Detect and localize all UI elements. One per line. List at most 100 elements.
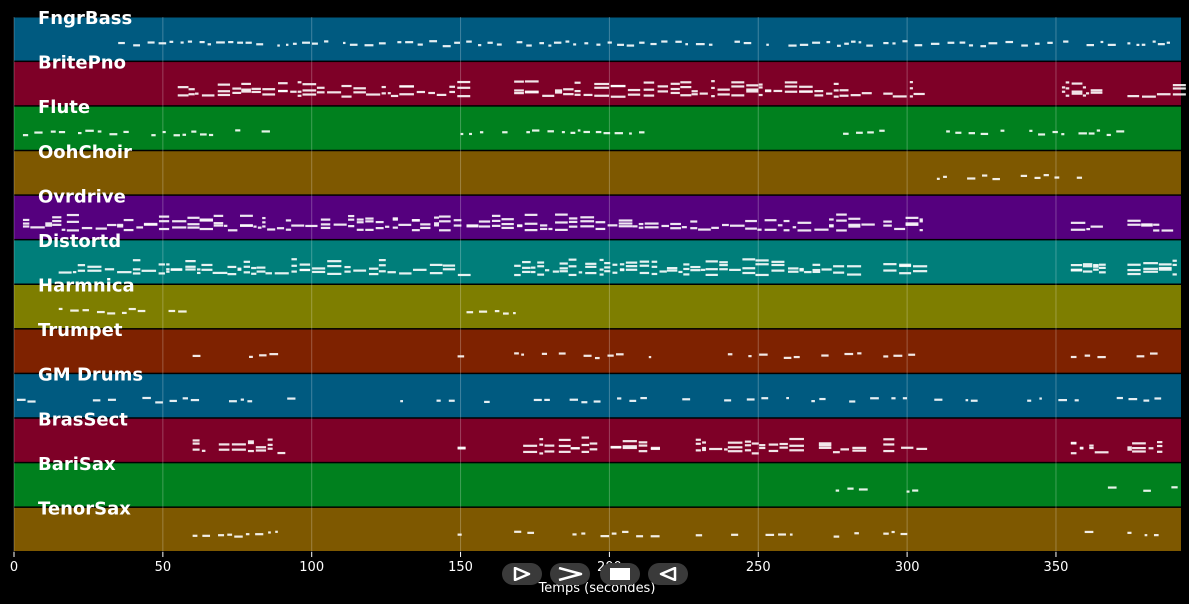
- note: [955, 131, 962, 134]
- note: [544, 450, 555, 453]
- note: [617, 397, 622, 400]
- note: [1082, 94, 1086, 97]
- note: [988, 42, 998, 45]
- note: [585, 262, 597, 265]
- note: [192, 439, 200, 442]
- note: [638, 450, 648, 453]
- note: [765, 533, 775, 536]
- note: [607, 224, 618, 227]
- note: [702, 448, 706, 452]
- note: [585, 265, 597, 268]
- note: [558, 438, 571, 442]
- note: [291, 270, 297, 273]
- note: [66, 229, 79, 232]
- note: [1071, 92, 1083, 95]
- note: [595, 221, 606, 224]
- note: [659, 270, 667, 273]
- note: [457, 95, 471, 98]
- note: [66, 213, 79, 217]
- note: [147, 41, 155, 44]
- note: [644, 222, 659, 225]
- note: [1154, 397, 1162, 400]
- note: [526, 44, 532, 47]
- note: [292, 42, 297, 45]
- note: [494, 310, 500, 313]
- play-button[interactable]: [502, 563, 542, 585]
- note: [681, 226, 687, 229]
- note: [366, 93, 381, 96]
- note: [217, 90, 231, 93]
- note: [227, 265, 237, 269]
- note: [243, 265, 251, 268]
- note: [1061, 90, 1066, 93]
- note: [839, 89, 849, 92]
- note: [1132, 450, 1146, 453]
- note: [378, 264, 386, 267]
- note: [213, 222, 224, 225]
- note: [604, 262, 611, 265]
- note: [22, 222, 30, 225]
- note: [861, 223, 875, 226]
- note: [698, 228, 711, 231]
- note: [821, 268, 832, 271]
- note: [1143, 399, 1150, 402]
- note: [893, 354, 903, 357]
- note: [1027, 399, 1032, 402]
- note: [901, 446, 914, 449]
- note: [527, 531, 535, 534]
- note: [70, 309, 79, 312]
- note: [594, 94, 610, 97]
- note: [1141, 223, 1153, 226]
- note: [241, 82, 251, 86]
- note: [699, 92, 708, 95]
- note: [905, 222, 919, 225]
- note: [724, 448, 728, 451]
- note: [1157, 450, 1163, 453]
- note: [558, 450, 571, 453]
- track-label: BariSax: [38, 454, 116, 475]
- stop-button[interactable]: [600, 563, 640, 585]
- note: [544, 269, 550, 272]
- fast-forward-button[interactable]: [550, 563, 590, 585]
- x-tick-label: 50: [155, 560, 172, 575]
- note: [16, 398, 26, 401]
- note: [267, 438, 273, 441]
- note: [759, 446, 766, 450]
- x-tick-label: 150: [448, 560, 473, 575]
- play-icon: [513, 567, 531, 581]
- note: [1161, 229, 1174, 232]
- note: [691, 90, 698, 93]
- note: [768, 443, 779, 446]
- note: [1093, 263, 1099, 267]
- note: [755, 273, 769, 277]
- note: [1065, 81, 1070, 84]
- note: [540, 227, 548, 231]
- note: [439, 215, 451, 218]
- note: [1000, 129, 1005, 132]
- note: [943, 175, 947, 178]
- note: [883, 269, 897, 272]
- note: [639, 131, 645, 134]
- note: [729, 268, 741, 271]
- note-events: [16, 40, 1186, 538]
- note: [522, 266, 531, 269]
- note: [58, 307, 63, 311]
- note: [553, 41, 562, 44]
- note: [457, 355, 465, 358]
- note: [757, 228, 762, 231]
- rewind-button[interactable]: [648, 563, 688, 585]
- note: [449, 90, 456, 94]
- track-lane: [14, 151, 1181, 195]
- note: [333, 223, 347, 226]
- note: [745, 227, 757, 230]
- note: [133, 44, 141, 47]
- note: [812, 263, 821, 266]
- note: [731, 81, 745, 84]
- note: [1143, 270, 1158, 273]
- note: [392, 217, 398, 220]
- note: [799, 269, 804, 272]
- note: [240, 398, 244, 401]
- note: [1039, 397, 1042, 400]
- note: [132, 259, 141, 262]
- note: [66, 220, 79, 223]
